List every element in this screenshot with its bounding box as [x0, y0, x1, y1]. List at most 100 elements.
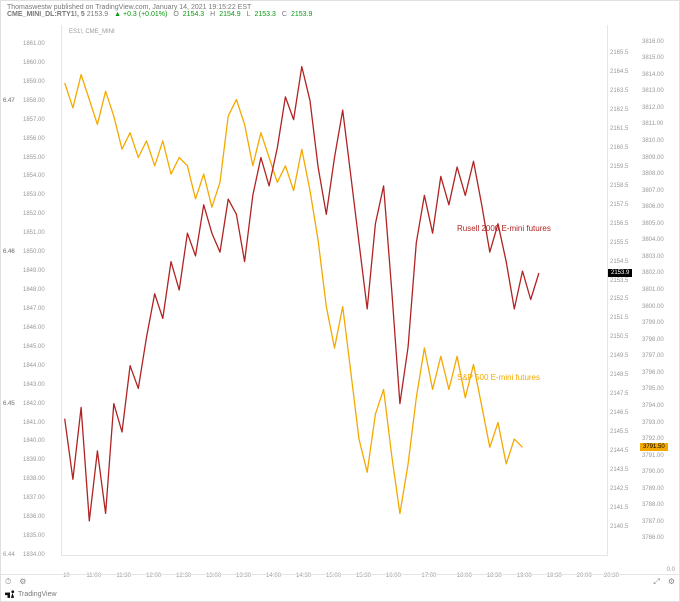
- axis-tick: 2159.5: [610, 164, 628, 170]
- series-line: [65, 67, 539, 521]
- axis-tick: 2155.5: [610, 240, 628, 246]
- y-axis-inner-left: 1834.001835.001836.001837.001838.001839.…: [23, 25, 59, 555]
- toolbar-button[interactable]: ⏱: [5, 577, 11, 587]
- axis-tick: 1839.00: [23, 457, 45, 463]
- oscillator-zero: 0.0: [667, 567, 675, 573]
- axis-tick: 3802.00: [642, 270, 664, 276]
- axis-tick: 2150.5: [610, 334, 628, 340]
- axis-tick: 2143.5: [610, 467, 628, 473]
- axis-tick: 2158.5: [610, 183, 628, 189]
- axis-tick: 2140.5: [610, 524, 628, 530]
- axis-tick: 2145.5: [610, 429, 628, 435]
- axis-tick: 2141.5: [610, 505, 628, 511]
- axis-tick: 2144.5: [610, 448, 628, 454]
- axis-tick: 3799.00: [642, 320, 664, 326]
- axis-tick: 1855.00: [23, 155, 45, 161]
- axis-tick: 1848.00: [23, 287, 45, 293]
- axis-tick: 2146.5: [610, 410, 628, 416]
- chart-container: Thomaswestw published on TradingView.com…: [0, 0, 680, 602]
- axis-tick: 3790.00: [642, 469, 664, 475]
- axis-tick: 3809.00: [642, 155, 664, 161]
- axis-tick: 1850.00: [23, 249, 45, 255]
- h-label: H: [210, 11, 215, 18]
- axis-tick: 1851.00: [23, 230, 45, 236]
- axis-tick: 3810.00: [642, 138, 664, 144]
- price-chart[interactable]: Rusell 2000 E-mini futures S&P 500 E-min…: [61, 25, 608, 556]
- axis-tick: 3789.00: [642, 486, 664, 492]
- annotation-russell: Rusell 2000 E-mini futures: [457, 224, 551, 233]
- axis-tick: 1844.00: [23, 363, 45, 369]
- chart-header: Thomaswestw published on TradingView.com…: [7, 4, 316, 18]
- toolbar-button[interactable]: ⚙: [19, 577, 26, 587]
- axis-tick: 1845.00: [23, 344, 45, 350]
- axis-tick: 1853.00: [23, 192, 45, 198]
- axis-tick: 3816.00: [642, 39, 664, 45]
- axis-tick: 1860.00: [23, 60, 45, 66]
- tradingview-brand[interactable]: TradingView: [5, 589, 57, 599]
- bottom-toolbar: ⏱⚙ ⤢⚙ TradingView: [1, 574, 679, 601]
- axis-tick: 1852.00: [23, 211, 45, 217]
- toolbar-button[interactable]: ⚙: [668, 577, 675, 587]
- axis-tick: 3798.00: [642, 337, 664, 343]
- axis-tick: 1846.00: [23, 325, 45, 331]
- l-label: L: [247, 11, 251, 18]
- price-tag: 2153.9: [608, 269, 632, 277]
- change-label: ▲ +0.3 (+0.01%): [114, 11, 167, 18]
- axis-tick: 1840.00: [23, 438, 45, 444]
- axis-tick: 2153.5: [610, 278, 628, 284]
- axis-tick: 3794.00: [642, 403, 664, 409]
- axis-tick: 2152.5: [610, 296, 628, 302]
- axis-tick: 3800.00: [642, 304, 664, 310]
- price-tag: 3791.50: [640, 443, 668, 451]
- axis-tick: 2165.5: [610, 50, 628, 56]
- axis-tick: 2162.5: [610, 107, 628, 113]
- h-val: 2154.9: [219, 11, 240, 18]
- axis-tick: 1835.00: [23, 533, 45, 539]
- series-line: [65, 75, 523, 514]
- tradingview-icon: [5, 589, 15, 599]
- axis-tick: 3806.00: [642, 204, 664, 210]
- axis-tick: 1854.00: [23, 173, 45, 179]
- o-label: O: [173, 11, 178, 18]
- axis-tick: 1847.00: [23, 306, 45, 312]
- axis-tick: 2161.5: [610, 126, 628, 132]
- axis-tick: 1842.00: [23, 401, 45, 407]
- axis-tick: 2154.5: [610, 259, 628, 265]
- brand-text: TradingView: [18, 591, 57, 598]
- axis-tick: 3808.00: [642, 171, 664, 177]
- toolbar-left: ⏱⚙: [5, 577, 26, 587]
- symbol-label[interactable]: CME_MINI_DL:RTY1!, 5: [7, 11, 85, 18]
- axis-tick: 3807.00: [642, 188, 664, 194]
- axis-tick: 1836.00: [23, 514, 45, 520]
- axis-tick: 2147.5: [610, 391, 628, 397]
- axis-tick: 3788.00: [642, 502, 664, 508]
- axis-tick: 1856.00: [23, 136, 45, 142]
- axis-tick: 3805.00: [642, 221, 664, 227]
- date-label: January 14, 2021 19:15:22 EST: [152, 4, 251, 11]
- chart-svg: [62, 25, 607, 555]
- author-label: Thomaswestw: [7, 4, 52, 11]
- axis-tick: 3814.00: [642, 72, 664, 78]
- axis-tick: 2148.5: [610, 372, 628, 378]
- axis-tick: 2163.5: [610, 88, 628, 94]
- toolbar-button[interactable]: ⤢: [653, 577, 659, 587]
- axis-tick: 1861.00: [23, 41, 45, 47]
- axis-tick: 2160.5: [610, 145, 628, 151]
- axis-tick: 1838.00: [23, 476, 45, 482]
- axis-tick: 3792.00: [642, 436, 664, 442]
- axis-tick: 3796.00: [642, 370, 664, 376]
- axis-tick: 1843.00: [23, 382, 45, 388]
- axis-tick: 1859.00: [23, 79, 45, 85]
- axis-tick: 2157.5: [610, 202, 628, 208]
- o-val: 2154.3: [183, 11, 204, 18]
- axis-tick: 2151.5: [610, 315, 628, 321]
- annotation-sp500: S&P 500 E-mini futures: [457, 373, 540, 382]
- axis-tick: 3804.00: [642, 237, 664, 243]
- axis-tick: 6.45: [3, 401, 15, 407]
- axis-tick: 3797.00: [642, 353, 664, 359]
- axis-tick: 3786.00: [642, 535, 664, 541]
- axis-tick: 2149.5: [610, 353, 628, 359]
- c-label: C: [282, 11, 287, 18]
- l-val: 2153.3: [255, 11, 276, 18]
- axis-tick: 3793.00: [642, 420, 664, 426]
